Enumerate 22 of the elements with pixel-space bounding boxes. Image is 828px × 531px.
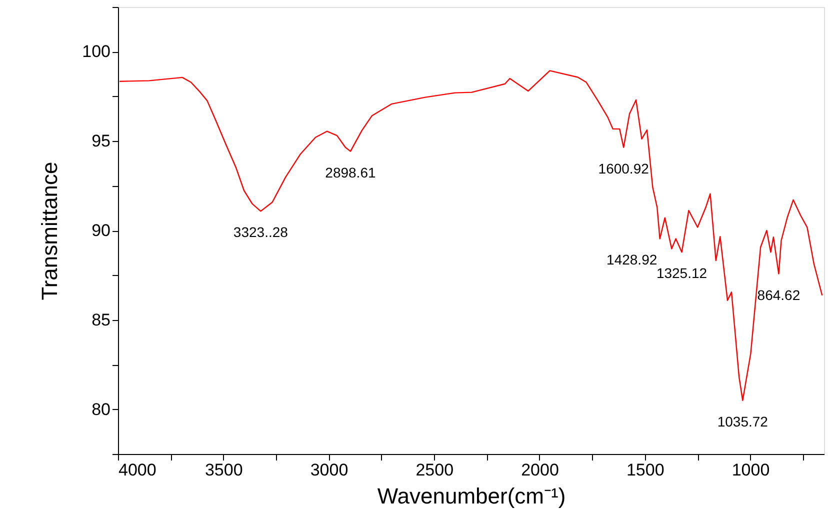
- annotation: 1428.92: [606, 252, 658, 268]
- y-tick-label: 90: [92, 221, 110, 240]
- annotation: 2898.61: [325, 164, 376, 180]
- annotation: 1325.12: [656, 265, 708, 282]
- x-tick-label: 1000: [732, 460, 770, 480]
- annotation: 864.62: [757, 286, 800, 303]
- y-tick-label: 95: [92, 132, 110, 151]
- y-tick-label: 100: [82, 42, 110, 62]
- x-tick-label: 2500: [416, 460, 454, 480]
- x-axis-title: Wavenumber(cm⁻¹): [377, 484, 566, 508]
- y-axis-title: Transmittance: [37, 162, 62, 300]
- line-series: [118, 70, 823, 401]
- annotation: 1600.92: [598, 160, 650, 176]
- x-tick-label: 1500: [626, 460, 664, 480]
- x-tick-label: 3000: [310, 460, 348, 480]
- y-tick-label: 85: [92, 310, 110, 330]
- annotation: 3323..28: [233, 224, 288, 240]
- annotation: 1035.72: [717, 413, 768, 430]
- x-tick-label: 2000: [521, 460, 559, 480]
- y-tick-label: 80: [92, 400, 110, 419]
- x-tick-label: 4000: [118, 460, 156, 480]
- x-tick-label: 3500: [204, 460, 243, 480]
